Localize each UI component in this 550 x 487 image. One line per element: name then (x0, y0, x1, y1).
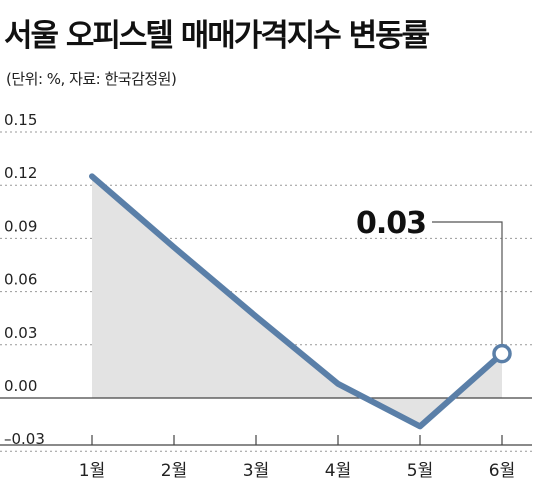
annotation-leader-line (432, 221, 503, 346)
y-tick-label: 0.09 (4, 217, 37, 235)
x-tick-label: 2월 (161, 461, 187, 481)
series-line-group (89, 173, 505, 430)
area-fill (92, 176, 502, 427)
chart-title: 서울 오피스텔 매매가격지수 변동률 (4, 18, 430, 54)
y-tick-label: 0.06 (4, 271, 37, 289)
highlight-marker (492, 343, 512, 364)
area-fill-group (92, 176, 502, 427)
y-axis-ticks: 0.15 0.12 0.09 0.06 0.03 0.00 –0.03 (4, 111, 45, 448)
y-tick-label: 0.00 (4, 377, 37, 395)
chart-subtitle: (단위: %, 자료: 한국감정원) (6, 70, 177, 88)
x-tick-label: 1월 (79, 461, 105, 481)
y-tick-label: –0.03 (4, 430, 45, 448)
y-tick-label: 0.12 (4, 164, 37, 182)
x-tick-label: 6월 (489, 461, 515, 481)
annotation-group: 0.03 (356, 206, 512, 364)
y-tick-label: 0.03 (4, 324, 37, 342)
x-tick-label: 5월 (407, 461, 433, 481)
y-tick-label: 0.15 (4, 111, 37, 129)
x-tick-label: 4월 (325, 461, 351, 481)
annotation-label: 0.03 (356, 206, 426, 241)
x-tick-label: 3월 (243, 461, 269, 481)
x-axis: 1월 2월 3월 4월 5월 6월 (0, 435, 532, 481)
grid-lines (0, 131, 532, 452)
series-line (89, 173, 505, 430)
